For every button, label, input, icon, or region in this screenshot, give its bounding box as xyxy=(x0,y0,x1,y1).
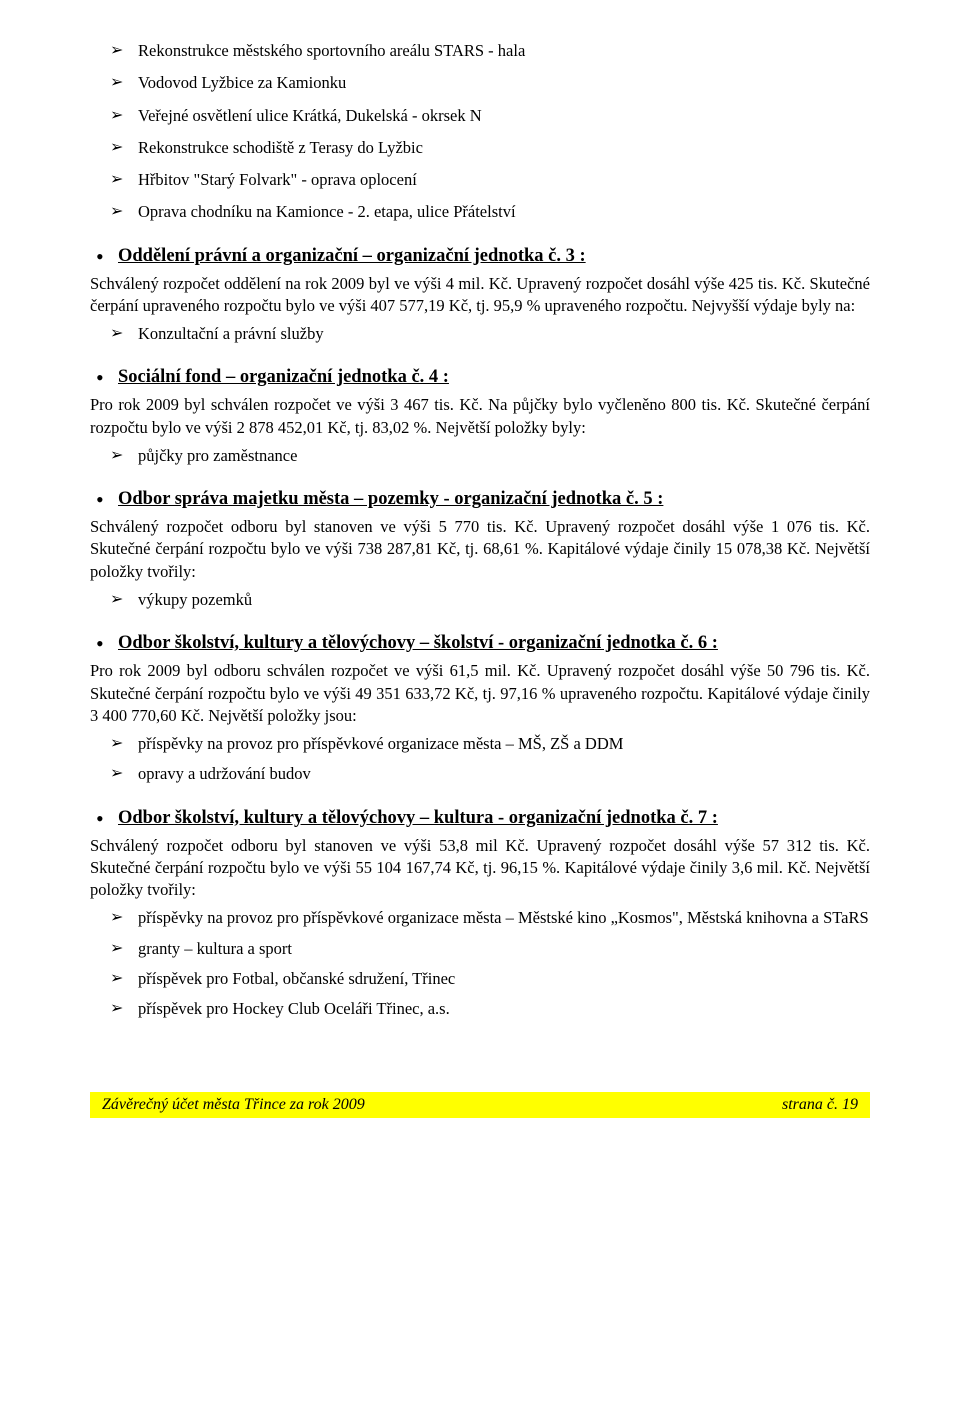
section-arrow-list: Konzultační a právní služby xyxy=(90,323,870,345)
page-footer: Závěrečný účet města Třince za rok 2009 … xyxy=(90,1092,870,1118)
section-heading: Odbor správa majetku města – pozemky - o… xyxy=(90,489,870,510)
section-heading: Odbor školství, kultury a tělovýchovy – … xyxy=(90,808,870,829)
section-arrow-list: půjčky pro zaměstnance xyxy=(90,445,870,467)
footer-right-text: strana č. 19 xyxy=(782,1096,858,1114)
section-arrow-list: výkupy pozemků xyxy=(90,589,870,611)
list-item: opravy a udržování budov xyxy=(118,763,870,785)
list-item: Veřejné osvětlení ulice Krátká, Dukelská… xyxy=(118,105,870,127)
list-item: Konzultační a právní služby xyxy=(118,323,870,345)
list-item: granty – kultura a sport xyxy=(118,938,870,960)
footer-left-text: Závěrečný účet města Třince za rok 2009 xyxy=(102,1096,365,1114)
section-paragraph: Pro rok 2009 byl odboru schválen rozpoče… xyxy=(90,660,870,727)
section-paragraph: Pro rok 2009 byl schválen rozpočet ve vý… xyxy=(90,394,870,439)
list-item: Rekonstrukce schodiště z Terasy do Lyžbi… xyxy=(118,137,870,159)
section-heading: Odbor školství, kultury a tělovýchovy – … xyxy=(90,633,870,654)
section-heading: Sociální fond – organizační jednotka č. … xyxy=(90,367,870,388)
list-item: Hřbitov "Starý Folvark" - oprava oplocen… xyxy=(118,169,870,191)
heading-text: Odbor správa majetku města – pozemky - o… xyxy=(118,489,663,509)
heading-text: Odbor školství, kultury a tělovýchovy – … xyxy=(118,633,718,653)
list-item: příspěvky na provoz pro příspěvkové orga… xyxy=(118,733,870,755)
list-item: Rekonstrukce městského sportovního areál… xyxy=(118,40,870,62)
heading-text: Odbor školství, kultury a tělovýchovy – … xyxy=(118,808,718,828)
page-content: Rekonstrukce městského sportovního areál… xyxy=(0,0,960,1072)
list-item: Vodovod Lyžbice za Kamionku xyxy=(118,72,870,94)
section-arrow-list: příspěvky na provoz pro příspěvkové orga… xyxy=(90,733,870,786)
section-paragraph: Schválený rozpočet oddělení na rok 2009 … xyxy=(90,273,870,318)
list-item: příspěvky na provoz pro příspěvkové orga… xyxy=(118,907,870,929)
section-arrow-list: příspěvky na provoz pro příspěvkové orga… xyxy=(90,907,870,1020)
heading-text: Sociální fond – organizační jednotka č. … xyxy=(118,367,449,387)
section-paragraph: Schválený rozpočet odboru byl stanoven v… xyxy=(90,516,870,583)
list-item: výkupy pozemků xyxy=(118,589,870,611)
heading-text: Oddělení právní a organizační – organiza… xyxy=(118,246,586,266)
list-item: Oprava chodníku na Kamionce - 2. etapa, … xyxy=(118,201,870,223)
list-item: příspěvek pro Hockey Club Oceláři Třinec… xyxy=(118,998,870,1020)
section-paragraph: Schválený rozpočet odboru byl stanoven v… xyxy=(90,835,870,902)
section-heading: Oddělení právní a organizační – organiza… xyxy=(90,246,870,267)
footer-wrap: Závěrečný účet města Třince za rok 2009 … xyxy=(0,1092,960,1138)
list-item: příspěvek pro Fotbal, občanské sdružení,… xyxy=(118,968,870,990)
top-arrow-list: Rekonstrukce městského sportovního areál… xyxy=(90,40,870,224)
list-item: půjčky pro zaměstnance xyxy=(118,445,870,467)
